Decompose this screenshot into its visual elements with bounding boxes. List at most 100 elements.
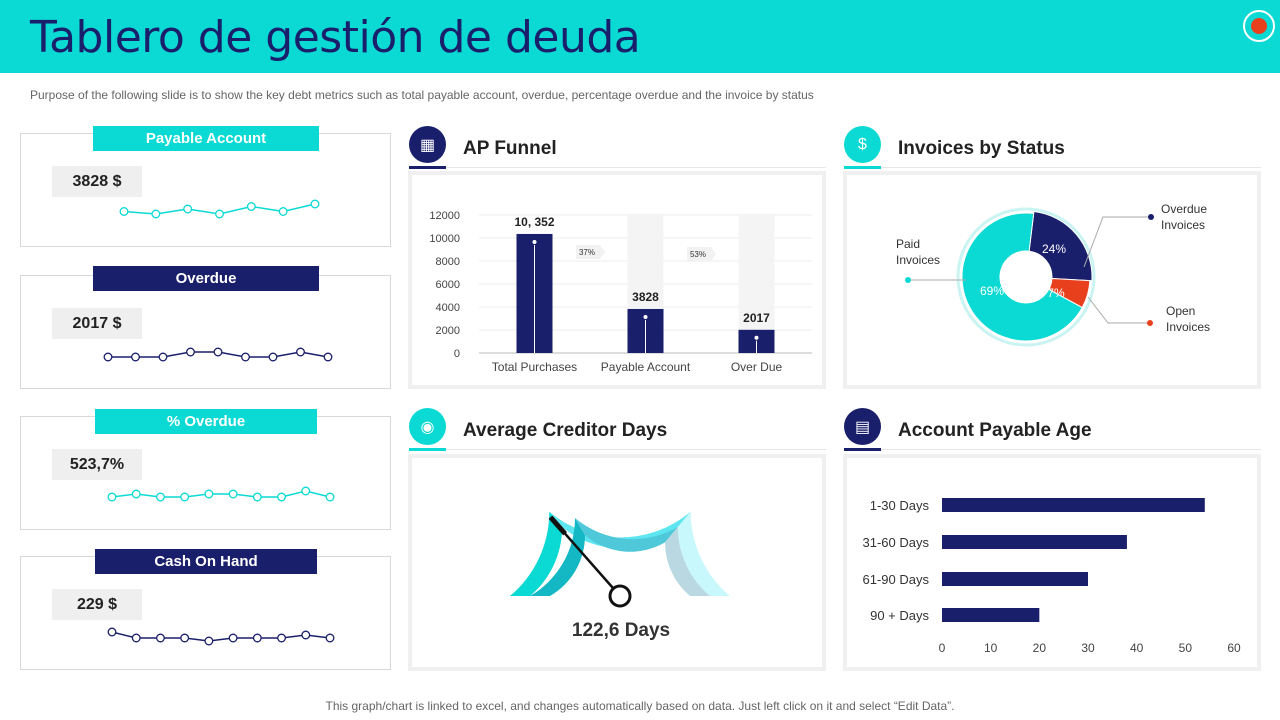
ap-funnel-chart-panel[interactable]: 0 2000 4000 6000 8000 10000 12000 10, 352 Total … <box>408 171 826 389</box>
kpi-card-overdue[interactable]: Overdue 2017 $ <box>20 266 391 389</box>
sparkline-point <box>107 627 117 637</box>
sparkline-point <box>158 352 168 362</box>
bar <box>942 572 1088 586</box>
sparkline-point <box>155 492 165 502</box>
y-tick-label: 0 <box>454 348 460 360</box>
sparkline-point <box>296 347 305 357</box>
sparkline-point <box>151 209 161 219</box>
gauge-needle-tip <box>548 515 567 536</box>
page-subtitle: Purpose of the following slide is to sho… <box>30 88 814 102</box>
bar <box>942 498 1205 512</box>
sparkline-line <box>111 631 331 642</box>
kpi-sparkline <box>107 627 335 646</box>
step-arrow <box>687 246 716 261</box>
callout-dot <box>1148 214 1154 220</box>
kpi-card-cash-on-hand[interactable]: Cash On Hand 229 $ <box>20 549 391 670</box>
bar <box>942 608 1040 622</box>
gauge-segment <box>677 511 730 596</box>
footnote: This graph/chart is linked to excel, and… <box>325 699 955 713</box>
sparkline-point <box>301 630 311 640</box>
kpi-card-percent-overdue[interactable]: % Overdue 523,7% <box>20 409 391 530</box>
sparkline-point <box>228 633 238 643</box>
data-label: 2017 <box>743 311 770 325</box>
y-tick-label: 12000 <box>429 210 460 222</box>
kpi-card-payable-account[interactable]: Payable Account 3828 $ <box>20 126 391 247</box>
x-tick-label: 0 <box>939 641 946 655</box>
kpi-label: % Overdue <box>95 409 317 434</box>
sparkline-point <box>155 633 165 643</box>
legend-label: Overdue <box>1161 202 1207 216</box>
x-tick-label: 40 <box>1130 641 1144 655</box>
sparkline-point <box>228 489 238 499</box>
x-tick-label: Payable Account <box>601 360 691 374</box>
y-tick-label: 2000 <box>436 325 460 337</box>
step-label: 37% <box>579 248 595 257</box>
panel-title: AP Funnel <box>463 138 557 159</box>
payable-age-header: ▤ Account Payable Age <box>844 408 1261 451</box>
step-label: 53% <box>690 250 706 259</box>
sparkline-point <box>131 489 141 499</box>
kpi-value: 3828 $ <box>52 166 142 197</box>
sparkline-point <box>277 633 287 643</box>
slice-value-label: 69% <box>980 284 1004 298</box>
x-tick-label: 50 <box>1179 641 1193 655</box>
kpi-label: Overdue <box>93 266 319 291</box>
header-bar: Tablero de gestión de deuda <box>0 0 1280 73</box>
sparkline-point <box>241 352 250 362</box>
creditor-days-gauge-panel[interactable]: 122,6 Days <box>408 454 826 671</box>
sparkline-point <box>252 633 262 643</box>
header-underline <box>844 448 881 451</box>
building-icon: ▦ <box>409 126 446 163</box>
kpi-label: Cash On Hand <box>95 549 317 574</box>
ap-funnel-chart[interactable]: 0 2000 4000 6000 8000 10000 12000 10, 352 Total … <box>412 175 822 385</box>
sparkline-point <box>131 633 141 643</box>
y-tick-label: 1-30 Days <box>870 498 930 513</box>
invoices-chart-panel[interactable]: 69% 24% 7% Paid Invoices Overdue Invoices Open I… <box>843 171 1261 389</box>
y-tick-label: 90 + Days <box>870 608 929 623</box>
gauge-value-label: 122,6 Days <box>572 620 670 641</box>
page-title: Tablero de gestión de deuda <box>30 12 641 63</box>
donut-ring-outline <box>956 207 1096 347</box>
sparkline-point <box>268 352 278 362</box>
sparkline-line <box>111 490 331 498</box>
payable-age-chart-panel[interactable]: 1-30 Days 31-60 Days 61-90 Days 90 + Days 0 1… <box>843 454 1261 671</box>
calendar-dollar-icon: ▤ <box>844 408 881 445</box>
sparkline-point <box>213 347 223 357</box>
sparkline-point <box>119 207 129 216</box>
x-tick-label: 60 <box>1227 641 1241 655</box>
sparkline-point <box>325 633 335 643</box>
y-tick-label: 4000 <box>436 302 460 314</box>
legend-label: Invoices <box>1161 218 1205 232</box>
x-tick-label: Total Purchases <box>492 360 577 374</box>
kpi-value: 2017 $ <box>52 308 142 339</box>
data-label: 10, 352 <box>514 215 554 229</box>
payable-age-bar-chart[interactable]: 1-30 Days 31-60 Days 61-90 Days 90 + Days 0 1… <box>847 458 1257 667</box>
sparkline-point <box>301 486 311 496</box>
sparkline-point <box>103 352 113 362</box>
legend-label: Open <box>1166 304 1195 318</box>
donut-slice <box>961 212 1083 342</box>
header-underline <box>409 448 446 451</box>
y-tick-label: 8000 <box>436 256 460 268</box>
callout-line <box>1087 296 1150 324</box>
bar <box>942 535 1127 549</box>
bar-marker <box>753 334 760 341</box>
y-tick-label: 31-60 Days <box>863 535 930 550</box>
sparkline-point <box>131 352 140 362</box>
invoices-header: $ Invoices by Status <box>844 126 1261 169</box>
y-tick-label: 6000 <box>436 279 460 291</box>
header-rule <box>881 167 1261 168</box>
sparkline-point <box>183 204 193 214</box>
creditor-days-gauge[interactable]: 122,6 Days <box>412 458 822 667</box>
sparkline-point <box>325 492 335 502</box>
slice-value-label: 7% <box>1047 286 1065 300</box>
sparkline-point <box>215 209 224 219</box>
invoices-donut-chart[interactable]: 69% 24% 7% Paid Invoices Overdue Invoices Open I… <box>847 175 1257 385</box>
x-tick-label: 20 <box>1033 641 1047 655</box>
sparkline-point <box>252 492 262 502</box>
bar-marker <box>531 238 538 245</box>
header-rule <box>881 449 1261 450</box>
brand-logo-icon <box>1243 10 1275 42</box>
panel-title: Invoices by Status <box>898 138 1065 159</box>
sparkline-point <box>310 199 320 209</box>
